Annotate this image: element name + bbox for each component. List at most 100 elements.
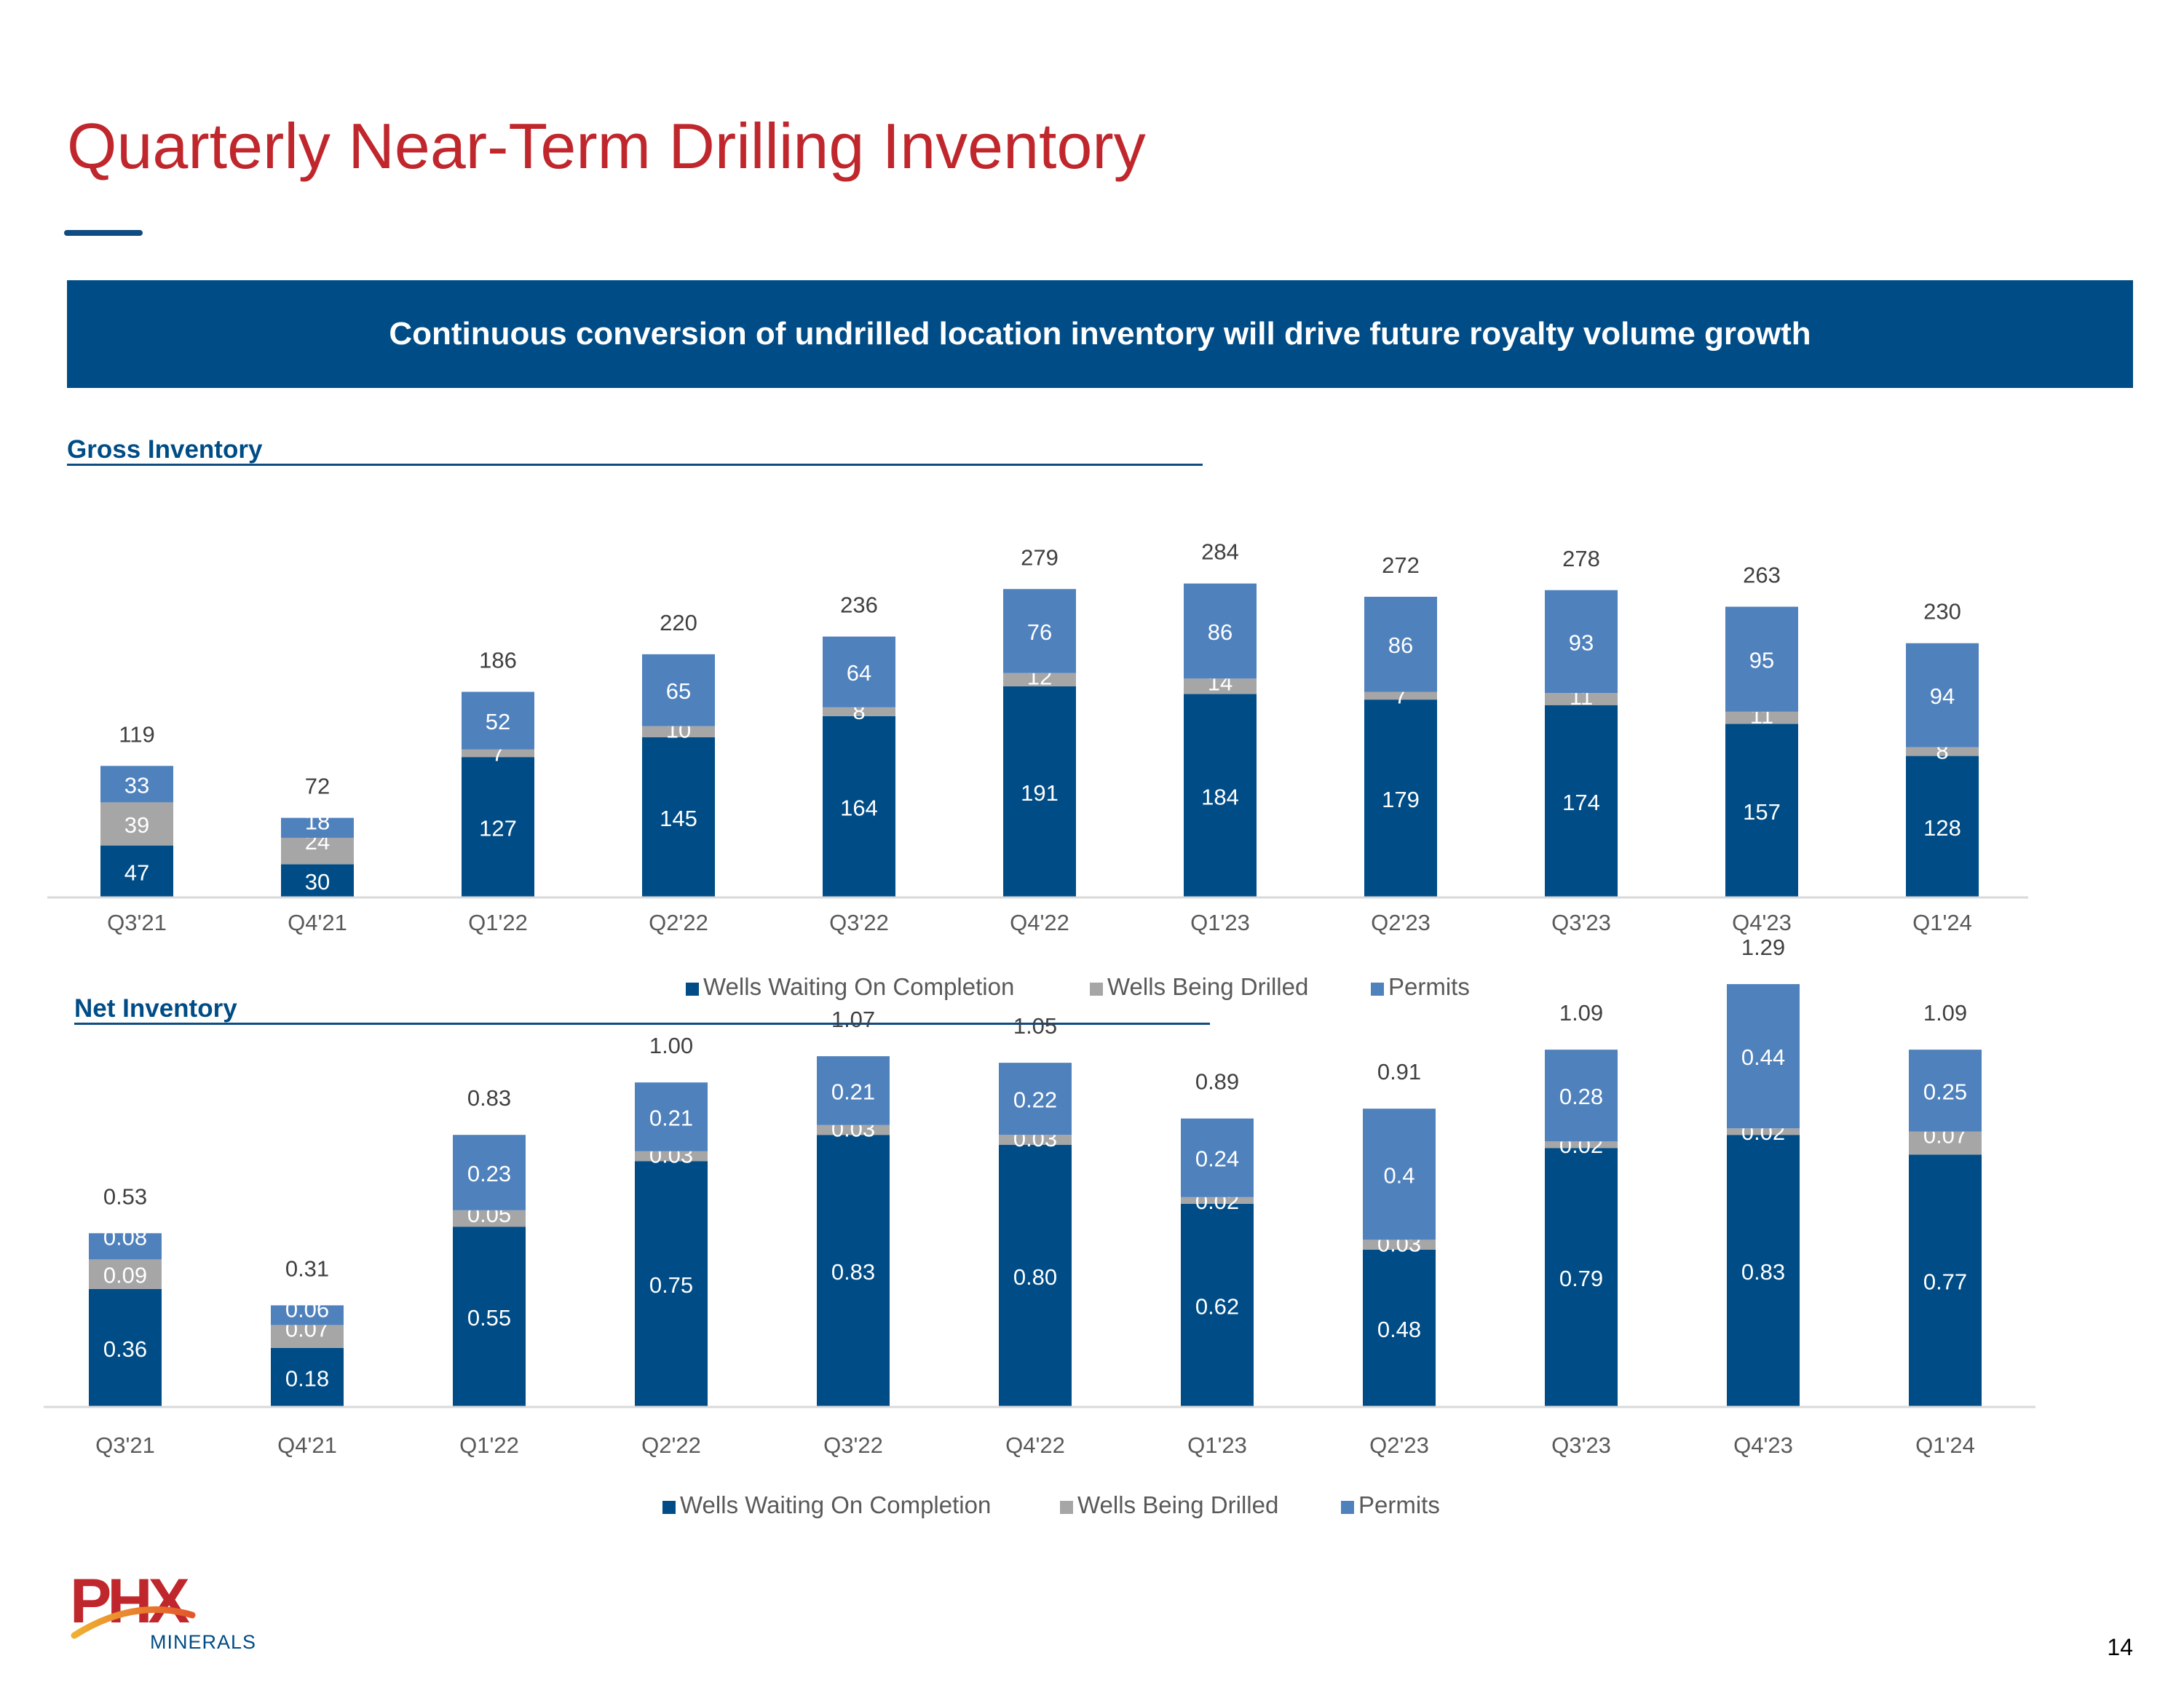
phx-minerals-logo: PHX MINERALS: [70, 1569, 256, 1653]
value-label-permits-q4-23: 95: [1749, 648, 1774, 673]
bar-wells-waiting-on-completion-q2-23: [1363, 1249, 1436, 1407]
x-tick-label-q1-23: Q1'23: [1190, 910, 1250, 935]
total-label-q3-21: 119: [119, 721, 154, 747]
x-tick-label-q3-22: Q3'22: [829, 910, 889, 935]
value-label-wells-waiting-on-completion-q1-23: 0.62: [1195, 1293, 1239, 1319]
logo-subtext: MINERALS: [150, 1631, 256, 1653]
total-label-q3-22: 1.07: [831, 1007, 875, 1032]
value-label-wells-waiting-on-completion-q1-22: 127: [479, 816, 517, 841]
legend-label-wells-being-drilled: Wells Being Drilled: [1107, 973, 1308, 1000]
slide-title: Quarterly Near-Term Drilling Inventory: [67, 110, 1146, 182]
x-tick-label-q4-22: Q4'22: [1005, 1432, 1065, 1458]
x-tick-label-q2-22: Q2'22: [649, 910, 708, 935]
bar-permits-q4-23: [1727, 984, 1800, 1129]
net-inventory-heading: Net Inventory: [74, 994, 237, 1023]
x-tick-label-q1-24: Q1'24: [1912, 910, 1972, 935]
bar-wells-being-drilled-q3-22: [817, 1125, 890, 1135]
total-label-q2-22: 220: [660, 610, 697, 635]
bar-wells-being-drilled-q4-21: [281, 837, 354, 865]
bar-wells-waiting-on-completion-q3-21: [100, 845, 173, 897]
value-label-wells-waiting-on-completion-q3-21: 47: [124, 860, 149, 885]
bar-wells-being-drilled-q4-23: [1725, 711, 1798, 724]
bar-permits-q4-21: [281, 817, 354, 838]
bar-wells-waiting-on-completion-q4-22: [999, 1144, 1072, 1407]
bar-permits-q3-22: [823, 636, 895, 707]
x-tick-label-q4-21: Q4'21: [288, 910, 347, 935]
value-label-wells-waiting-on-completion-q4-23: 157: [1743, 799, 1781, 825]
bar-wells-waiting-on-completion-q1-22: [462, 757, 534, 897]
value-label-permits-q1-24: 0.25: [1923, 1079, 1967, 1104]
value-label-permits-q2-23: 86: [1388, 633, 1413, 658]
total-label-q1-23: 0.89: [1195, 1069, 1239, 1095]
bar-wells-waiting-on-completion-q3-23: [1545, 705, 1618, 897]
bar-wells-waiting-on-completion-q1-24: [1906, 756, 1979, 897]
bar-permits-q3-23: [1545, 590, 1618, 694]
value-label-permits-q2-22: 65: [666, 678, 691, 704]
bar-wells-being-drilled-q2-22: [642, 726, 715, 737]
bar-permits-q4-22: [999, 1063, 1072, 1135]
x-tick-label-q4-22: Q4'22: [1010, 910, 1069, 935]
bar-wells-being-drilled-q1-23: [1181, 1197, 1254, 1204]
total-label-q4-22: 1.05: [1013, 1013, 1057, 1039]
x-tick-label-q3-22: Q3'22: [823, 1432, 883, 1458]
bar-wells-being-drilled-q4-23: [1727, 1128, 1800, 1135]
x-tick-label-q3-21: Q3'21: [95, 1432, 155, 1458]
x-tick-label-q3-23: Q3'23: [1551, 910, 1611, 935]
bar-permits-q2-23: [1363, 1109, 1436, 1240]
bar-permits-q1-22: [462, 691, 534, 750]
x-tick-label-q2-22: Q2'22: [641, 1432, 701, 1458]
total-label-q1-22: 186: [479, 648, 517, 673]
x-tick-label-q2-23: Q2'23: [1371, 910, 1431, 935]
bar-wells-being-drilled-q2-23: [1363, 1240, 1436, 1250]
bar-permits-q4-22: [1003, 589, 1076, 673]
value-label-permits-q4-21: 0.06: [285, 1296, 329, 1322]
x-tick-label-q4-23: Q4'23: [1733, 1432, 1793, 1458]
value-label-permits-q3-21: 33: [124, 772, 149, 798]
total-label-q3-22: 236: [840, 592, 878, 618]
value-label-permits-q3-23: 0.28: [1559, 1084, 1603, 1109]
bar-wells-waiting-on-completion-q4-21: [281, 864, 354, 897]
gross-inventory-heading: Gross Inventory: [67, 435, 263, 464]
x-tick-label-q1-24: Q1'24: [1915, 1432, 1975, 1458]
bar-wells-waiting-on-completion-q4-23: [1725, 723, 1798, 897]
total-label-q2-22: 1.00: [649, 1033, 693, 1058]
bar-permits-q2-23: [1364, 596, 1437, 692]
legend-label-wells-being-drilled: Wells Being Drilled: [1077, 1491, 1278, 1518]
value-label-wells-waiting-on-completion-q3-21: 0.36: [103, 1336, 147, 1362]
value-label-permits-q1-22: 52: [486, 709, 510, 734]
total-label-q4-22: 279: [1021, 544, 1059, 570]
bar-wells-waiting-on-completion-q3-22: [823, 715, 895, 897]
total-label-q2-23: 0.91: [1377, 1059, 1421, 1085]
page-number: 14: [2107, 1634, 2133, 1660]
value-label-permits-q4-22: 76: [1027, 619, 1052, 645]
value-label-wells-waiting-on-completion-q1-23: 184: [1201, 784, 1239, 809]
bar-wells-waiting-on-completion-q1-22: [453, 1226, 526, 1407]
bar-wells-being-drilled-q3-22: [823, 707, 895, 716]
bar-wells-being-drilled-q4-22: [1003, 673, 1076, 686]
value-label-wells-waiting-on-completion-q4-22: 0.80: [1013, 1264, 1057, 1290]
bar-permits-q1-23: [1181, 1118, 1254, 1197]
bar-wells-being-drilled-q3-21: [89, 1259, 162, 1289]
bar-wells-waiting-on-completion-q3-22: [817, 1135, 890, 1407]
value-label-wells-waiting-on-completion-q4-22: 191: [1021, 780, 1059, 806]
bar-wells-being-drilled-q2-23: [1364, 691, 1437, 700]
value-label-wells-waiting-on-completion-q1-24: 128: [1923, 815, 1961, 841]
bar-wells-being-drilled-q3-23: [1545, 693, 1618, 705]
x-tick-label-q4-21: Q4'21: [277, 1432, 337, 1458]
bar-permits-q3-21: [89, 1233, 162, 1260]
value-label-permits-q4-22: 0.22: [1013, 1087, 1057, 1113]
value-label-wells-being-drilled-q3-21: 39: [124, 812, 149, 838]
value-label-permits-q4-23: 0.44: [1741, 1044, 1785, 1070]
x-tick-label-q1-22: Q1'22: [468, 910, 528, 935]
legend-swatch-wells-being-drilled: [1090, 983, 1103, 996]
bar-permits-q3-21: [100, 766, 173, 803]
total-label-q3-23: 1.09: [1559, 1000, 1603, 1026]
bar-permits-q1-24: [1906, 643, 1979, 748]
bar-wells-waiting-on-completion-q2-22: [642, 737, 715, 897]
value-label-permits-q4-21: 18: [305, 809, 330, 835]
bar-permits-q4-21: [271, 1305, 344, 1325]
legend-label-wells-waiting-on-completion: Wells Waiting On Completion: [703, 973, 1014, 1000]
total-label-q1-24: 230: [1923, 599, 1961, 625]
value-label-permits-q2-22: 0.21: [649, 1105, 693, 1130]
legend-swatch-wells-waiting-on-completion: [686, 983, 699, 996]
